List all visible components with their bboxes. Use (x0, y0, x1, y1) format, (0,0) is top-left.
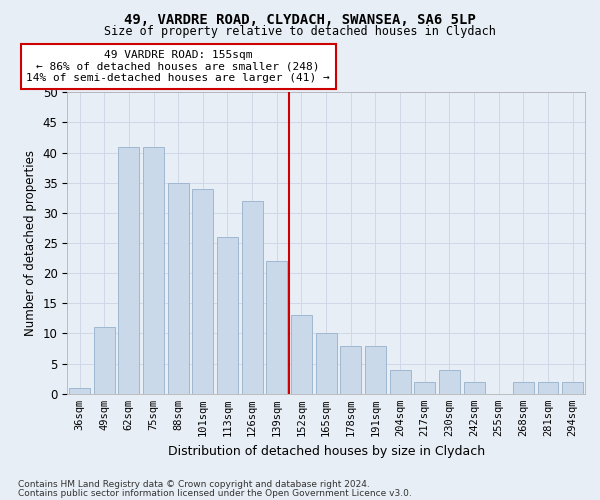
Bar (538, 382, 559, 394)
Bar (217, 237, 238, 394)
Bar (193, 188, 214, 394)
Bar (266, 261, 287, 394)
Bar (464, 382, 485, 394)
Bar (242, 201, 263, 394)
X-axis label: Distribution of detached houses by size in Clydach: Distribution of detached houses by size … (167, 444, 485, 458)
Bar (143, 146, 164, 394)
Bar (365, 346, 386, 394)
Text: 49, VARDRE ROAD, CLYDACH, SWANSEA, SA6 5LP: 49, VARDRE ROAD, CLYDACH, SWANSEA, SA6 5… (124, 12, 476, 26)
Bar (389, 370, 410, 394)
Bar (94, 328, 115, 394)
Text: Contains public sector information licensed under the Open Government Licence v3: Contains public sector information licen… (18, 489, 412, 498)
Bar (513, 382, 534, 394)
Bar (414, 382, 435, 394)
Bar (439, 370, 460, 394)
Bar (562, 382, 583, 394)
Bar (340, 346, 361, 394)
Text: 49 VARDRE ROAD: 155sqm
← 86% of detached houses are smaller (248)
14% of semi-de: 49 VARDRE ROAD: 155sqm ← 86% of detached… (26, 50, 330, 83)
Y-axis label: Number of detached properties: Number of detached properties (24, 150, 37, 336)
Bar (168, 182, 188, 394)
Text: Size of property relative to detached houses in Clydach: Size of property relative to detached ho… (104, 25, 496, 38)
Text: Contains HM Land Registry data © Crown copyright and database right 2024.: Contains HM Land Registry data © Crown c… (18, 480, 370, 489)
Bar (316, 334, 337, 394)
Bar (291, 316, 312, 394)
Bar (118, 146, 139, 394)
Bar (69, 388, 90, 394)
